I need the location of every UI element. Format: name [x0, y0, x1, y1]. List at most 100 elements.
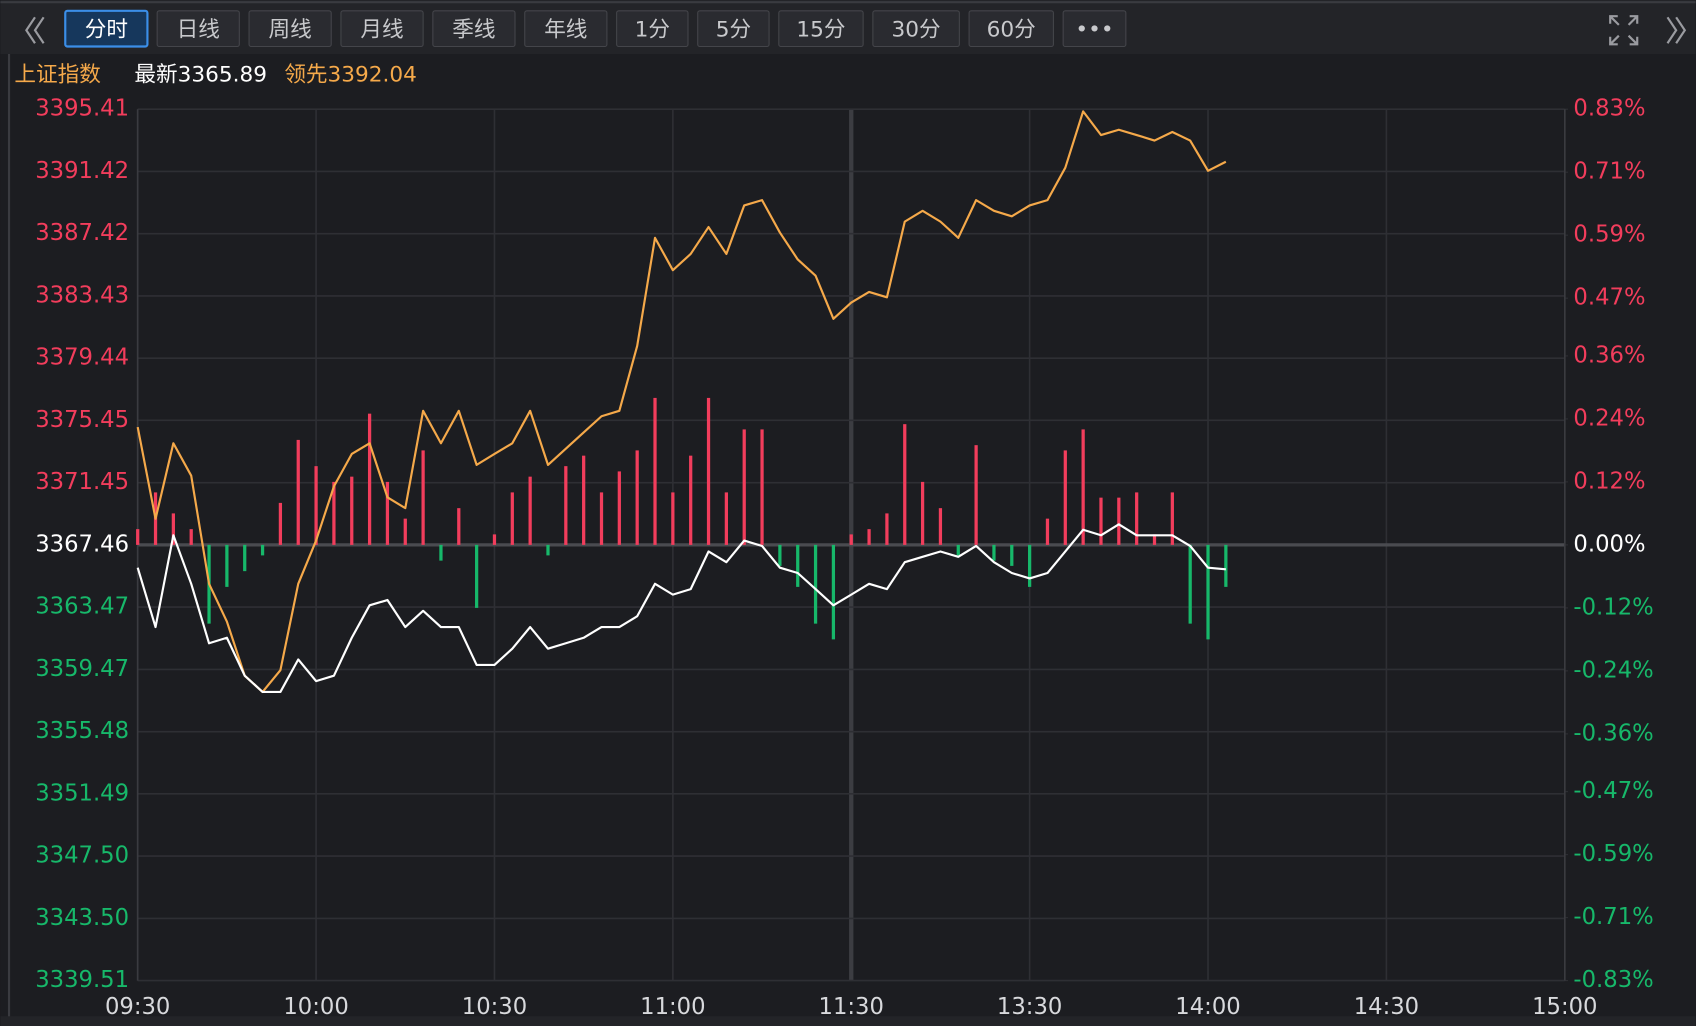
- y-tick-label: 3371.45: [35, 469, 129, 495]
- diff-bar: [1028, 544, 1032, 587]
- diff-bar: [706, 397, 711, 545]
- x-tick-label: 11:00: [640, 994, 705, 1020]
- diff-bar: [528, 476, 532, 545]
- y2-tick-label: 0.24%: [1573, 405, 1645, 431]
- tab-button[interactable]: [524, 10, 608, 48]
- x-tick-label: 11:30: [819, 994, 884, 1020]
- tab-button[interactable]: [432, 10, 516, 48]
- tab-label[interactable]: •••: [1075, 17, 1113, 42]
- x-tick-label: 13:30: [997, 994, 1062, 1020]
- diff-bar: [314, 466, 318, 545]
- diff-bar: [260, 544, 265, 556]
- nav-right-2[interactable]: [1675, 16, 1687, 44]
- y-tick-label: 3391.42: [35, 158, 129, 184]
- diff-bar: [760, 429, 764, 545]
- tab-label[interactable]: 60分: [987, 17, 1036, 42]
- diff-bar: [189, 529, 193, 545]
- y2-tick-label: 0.71%: [1573, 159, 1645, 185]
- bottom-strip: [0, 1016, 1696, 1026]
- y-tick-label: 3343.50: [35, 905, 129, 931]
- tab-button[interactable]: [1062, 10, 1127, 48]
- diff-bar: [510, 492, 514, 545]
- tab-button[interactable]: [616, 10, 689, 48]
- y-tick-label: 3395.41: [35, 96, 129, 122]
- tab-label[interactable]: 周线: [269, 17, 312, 42]
- y-tick-label: 3351.49: [35, 780, 129, 806]
- y2-tick-label: 0.59%: [1573, 222, 1645, 248]
- tab-label[interactable]: 30分: [892, 17, 941, 42]
- tab-button[interactable]: [156, 10, 240, 48]
- legend-name: 领先: [284, 63, 327, 88]
- price-line: [136, 110, 1227, 694]
- x-tick-label: 14:30: [1354, 994, 1419, 1020]
- diff-bar: [385, 481, 390, 545]
- tab-label[interactable]: 5分: [716, 17, 751, 42]
- tab-button[interactable]: [697, 10, 770, 48]
- tab-label[interactable]: 1分: [635, 17, 670, 42]
- y2-tick-label: -0.71%: [1573, 904, 1653, 930]
- diff-bar: [1081, 429, 1085, 545]
- x-tick-label: 09:30: [105, 994, 170, 1020]
- diff-bar: [1099, 497, 1103, 545]
- nav-left[interactable]: [25, 16, 36, 44]
- diff-bar: [635, 450, 639, 545]
- diff-bar: [225, 544, 229, 587]
- tab-label[interactable]: 15分: [796, 17, 845, 42]
- y2-tick-label: -0.59%: [1573, 841, 1653, 867]
- tab-label[interactable]: 年线: [544, 17, 587, 42]
- diff-bar: [992, 544, 996, 561]
- y2-tick-label: -0.47%: [1573, 778, 1653, 804]
- diff-bar: [1170, 492, 1174, 545]
- x-tick-label: 10:30: [462, 994, 527, 1020]
- diff-bar: [813, 544, 818, 624]
- diff-bar: [1135, 492, 1139, 545]
- diff-bar: [885, 513, 889, 545]
- diff-bar: [1188, 544, 1192, 624]
- y-tick-label: 3379.44: [35, 345, 129, 371]
- nav-left-2[interactable]: [33, 16, 45, 44]
- diff-bar: [849, 534, 853, 545]
- diff-bar: [956, 544, 960, 556]
- tab-label[interactable]: 分时: [85, 17, 128, 42]
- tab-button[interactable]: [968, 10, 1054, 48]
- diff-bar: [903, 424, 907, 545]
- tab-button[interactable]: [64, 9, 149, 48]
- y-tick-label: 3375.45: [35, 407, 129, 433]
- y-tick-label: 3387.42: [35, 220, 129, 246]
- y-tick-label: 3367.46: [35, 531, 129, 557]
- diff-bar: [1045, 518, 1050, 545]
- tab-button[interactable]: [872, 10, 960, 48]
- y2-tick-label: 0.47%: [1573, 285, 1645, 311]
- x-tick-label: 10:00: [283, 994, 348, 1020]
- tab-button[interactable]: [248, 10, 332, 48]
- diff-bar: [475, 544, 479, 608]
- diff-bar: [831, 544, 836, 640]
- y2-tick-label: -0.83%: [1573, 967, 1653, 993]
- y-tick-label: 3363.47: [35, 594, 129, 620]
- diff-bar: [350, 476, 354, 545]
- y-tick-label: 3383.43: [35, 282, 129, 308]
- diff-bar: [689, 455, 693, 545]
- tab-button[interactable]: [340, 10, 424, 48]
- fullscreen-icon[interactable]: [1609, 15, 1639, 46]
- tab-button[interactable]: [778, 10, 864, 48]
- y2-tick-label: 0.36%: [1573, 342, 1645, 368]
- diff-bar: [920, 481, 925, 545]
- diff-bar: [778, 544, 782, 566]
- y-tick-label: 3355.48: [35, 718, 129, 744]
- legend-name: 最新: [134, 63, 177, 88]
- y2-tick-label: -0.24%: [1573, 657, 1653, 683]
- diff-bar: [564, 466, 568, 545]
- nav-right[interactable]: [1666, 16, 1678, 44]
- tab-label[interactable]: 日线: [177, 17, 220, 42]
- diff-bar: [278, 502, 283, 545]
- tab-label[interactable]: 季线: [452, 17, 495, 42]
- diff-bar: [1117, 497, 1121, 545]
- index-name: 上证指数: [14, 63, 100, 88]
- diff-bar: [367, 413, 372, 545]
- tab-label[interactable]: 月线: [360, 17, 403, 42]
- y2-tick-label: -0.12%: [1573, 594, 1653, 620]
- y2-tick-label: 0.00%: [1573, 531, 1645, 557]
